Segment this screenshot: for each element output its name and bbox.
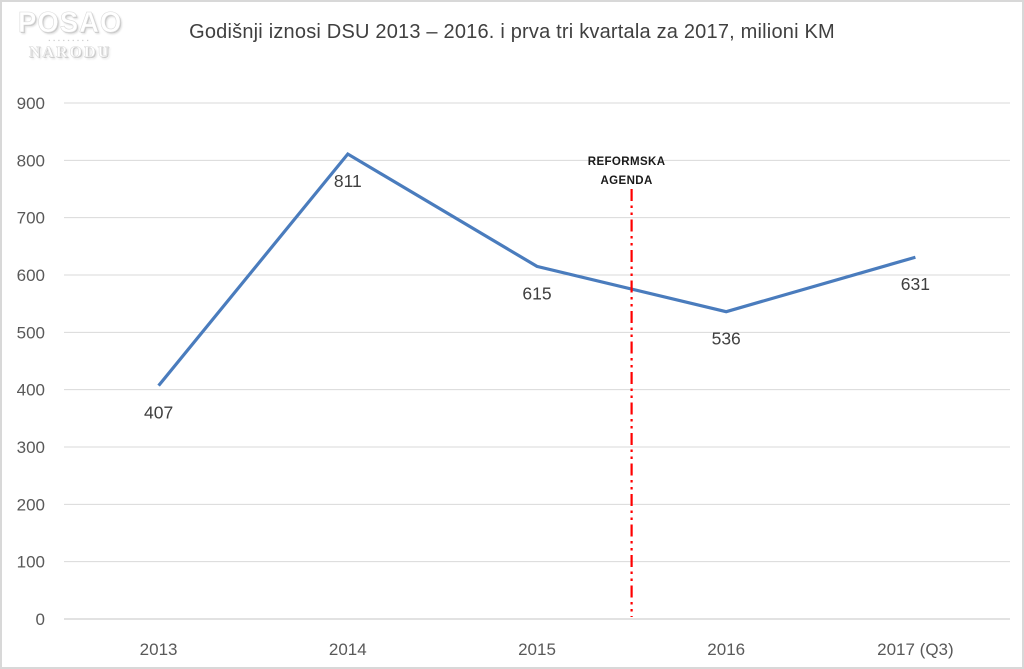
y-tick-label: 200 — [17, 495, 45, 514]
y-tick-label: 0 — [36, 610, 45, 629]
annotation-label: AGENDA — [600, 175, 652, 187]
data-point-label: 407 — [144, 403, 173, 423]
logo-separator-dashes: ▪▪▪▪▪▪▪▪▪ — [48, 38, 92, 44]
x-tick-label: 2016 — [707, 640, 745, 659]
data-point-label: 811 — [334, 171, 362, 191]
chart-title: Godišnji iznosi DSU 2013 – 2016. i prva … — [189, 21, 835, 43]
logo-text-posao: POSAO — [18, 7, 123, 39]
x-tick-label: 2013 — [140, 640, 178, 659]
data-point-label: 536 — [712, 329, 741, 349]
y-tick-label: 900 — [17, 94, 45, 113]
data-point-label: 631 — [901, 274, 930, 294]
x-tick-label: 2014 — [329, 640, 367, 659]
y-tick-label: 100 — [17, 553, 45, 572]
y-tick-label: 400 — [17, 381, 45, 400]
annotation-label: REFORMSKA — [588, 156, 666, 168]
posao-narodu-logo: POSAO ▪▪▪▪▪▪▪▪▪ NARODU — [18, 7, 123, 61]
data-point-label: 615 — [522, 283, 551, 303]
y-tick-label: 700 — [17, 209, 45, 228]
logo-text-narodu: NARODU — [28, 44, 112, 61]
x-tick-label: 2017 (Q3) — [877, 640, 954, 659]
y-tick-label: 800 — [17, 151, 45, 170]
y-tick-label: 300 — [17, 438, 45, 457]
x-tick-label: 2015 — [518, 640, 556, 659]
y-tick-label: 500 — [17, 323, 45, 342]
y-tick-label: 600 — [17, 266, 45, 285]
series-line — [157, 151, 916, 387]
